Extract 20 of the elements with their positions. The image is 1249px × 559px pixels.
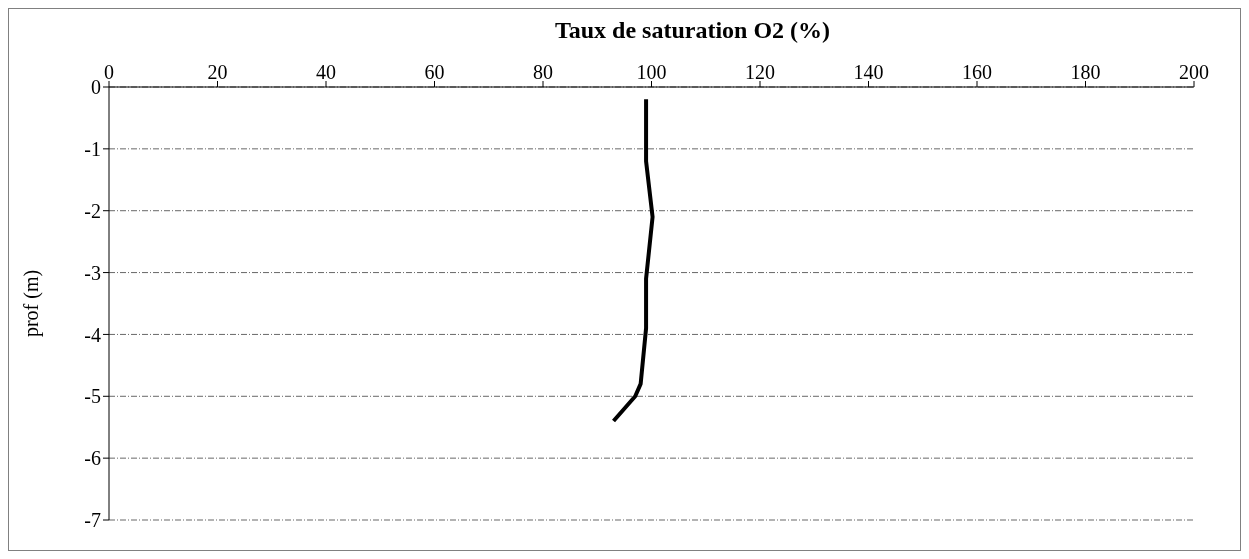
y-tick-label: -5 <box>84 385 101 408</box>
y-axis-title: prof (m) <box>20 269 44 338</box>
x-tick-label: 140 <box>853 61 884 83</box>
y-tick-label: 0 <box>91 76 101 99</box>
y-tick-label: -4 <box>84 323 101 346</box>
x-tick-label: 160 <box>962 61 992 83</box>
x-tick-label: 180 <box>1070 61 1101 83</box>
y-tick-label: -1 <box>84 137 101 160</box>
x-tick-label: 200 <box>1179 61 1209 83</box>
x-axis-title: Taux de saturation O2 (%) <box>553 17 832 44</box>
y-tick-label: -7 <box>84 509 101 532</box>
x-tick-label: 60 <box>424 61 445 83</box>
x-tick-label: 40 <box>316 61 336 83</box>
y-tick-label: -3 <box>84 261 101 284</box>
y-tick-label: -2 <box>84 199 101 222</box>
x-tick-label: 80 <box>533 61 553 83</box>
x-tick-label: 120 <box>745 61 775 83</box>
x-tick-label: 100 <box>636 61 667 83</box>
x-tick-label: 20 <box>207 61 228 83</box>
y-tick-label: -6 <box>84 447 101 470</box>
